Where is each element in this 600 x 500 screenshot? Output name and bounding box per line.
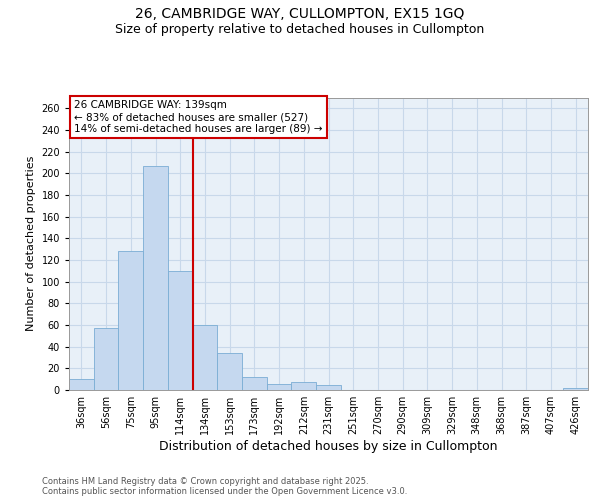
Bar [217,353,242,390]
Bar [563,388,588,390]
Text: 26 CAMBRIDGE WAY: 139sqm
← 83% of detached houses are smaller (527)
14% of semi-: 26 CAMBRIDGE WAY: 139sqm ← 83% of detach… [74,100,323,134]
Bar [316,384,341,390]
Bar [168,271,193,390]
Text: Contains public sector information licensed under the Open Government Licence v3: Contains public sector information licen… [42,487,407,496]
Bar [69,379,94,390]
Text: Contains HM Land Registry data © Crown copyright and database right 2025.: Contains HM Land Registry data © Crown c… [42,477,368,486]
Bar [267,384,292,390]
X-axis label: Distribution of detached houses by size in Cullompton: Distribution of detached houses by size … [159,440,498,453]
Bar [94,328,118,390]
Text: 26, CAMBRIDGE WAY, CULLOMPTON, EX15 1GQ: 26, CAMBRIDGE WAY, CULLOMPTON, EX15 1GQ [136,8,464,22]
Bar [242,377,267,390]
Bar [118,252,143,390]
Bar [193,325,217,390]
Text: Size of property relative to detached houses in Cullompton: Size of property relative to detached ho… [115,22,485,36]
Bar [292,382,316,390]
Y-axis label: Number of detached properties: Number of detached properties [26,156,36,332]
Bar [143,166,168,390]
